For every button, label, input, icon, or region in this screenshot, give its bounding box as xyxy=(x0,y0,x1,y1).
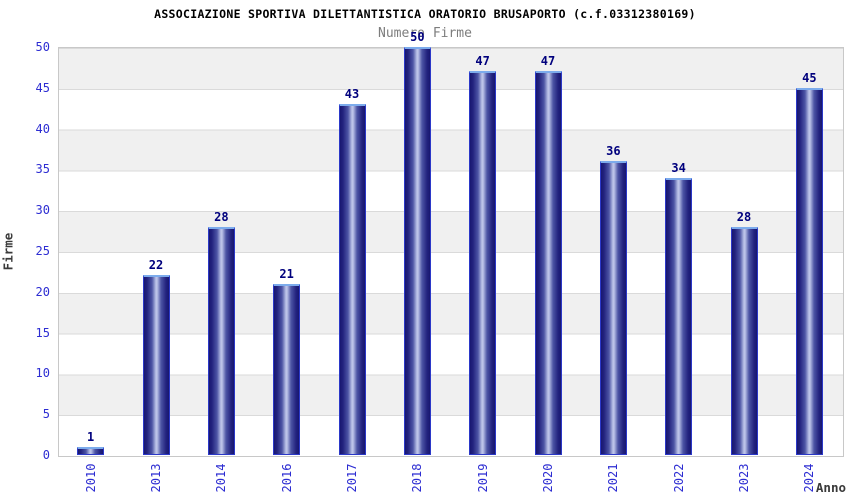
x-tick-label: 2016 xyxy=(279,463,294,493)
x-axis-label: Anno xyxy=(815,480,846,495)
bar xyxy=(795,87,823,455)
y-tick-label: 45 xyxy=(35,80,50,95)
x-tick-label: 2013 xyxy=(149,463,163,493)
bar xyxy=(273,283,301,455)
x-tick-label: 2017 xyxy=(345,463,359,493)
bar-value-label: 47 xyxy=(475,54,490,69)
x-tick-label: 2022 xyxy=(671,463,686,493)
x-tick-label: 2010 xyxy=(83,463,98,493)
y-tick-label: 35 xyxy=(35,162,50,177)
bar xyxy=(730,226,758,455)
chart-subtitle: Numero Firme xyxy=(378,26,472,41)
bar-value-label: 22 xyxy=(148,258,164,273)
y-tick-label: 20 xyxy=(35,284,50,299)
bar-value-label: 50 xyxy=(410,30,425,44)
y-tick-label: 40 xyxy=(35,121,50,136)
y-tick-label: 0 xyxy=(42,448,50,462)
bar-value-label: 28 xyxy=(214,209,229,224)
bar-value-label: 1 xyxy=(87,429,95,444)
bar-value-label: 47 xyxy=(540,54,556,69)
y-tick-label: 10 xyxy=(35,366,50,381)
y-tick-label: 30 xyxy=(35,203,50,218)
x-tick-label: 2019 xyxy=(475,463,490,493)
bar xyxy=(338,104,366,455)
x-tick-label: 2014 xyxy=(214,463,229,493)
x-tick-label: 2020 xyxy=(541,463,555,493)
bar-value-label: 43 xyxy=(344,87,360,102)
bar xyxy=(77,446,105,455)
bar-value-label: 21 xyxy=(279,266,294,281)
x-tick-label: 2024 xyxy=(802,463,817,493)
y-tick-label: 25 xyxy=(35,244,50,258)
bar-value-label: 36 xyxy=(606,144,621,159)
x-tick-label: 2021 xyxy=(606,463,621,493)
bar xyxy=(534,71,562,455)
chart-title: ASSOCIAZIONE SPORTIVA DILETTANTISTICA OR… xyxy=(154,7,696,21)
y-tick-label: 15 xyxy=(35,325,50,340)
x-tick-label: 2023 xyxy=(737,463,751,493)
bar xyxy=(665,177,693,455)
bar-value-label: 45 xyxy=(802,70,817,85)
y-tick-label: 50 xyxy=(35,40,50,54)
bar xyxy=(142,275,170,455)
plot-area xyxy=(58,47,844,457)
bar xyxy=(599,161,627,455)
bar xyxy=(207,226,235,455)
bar xyxy=(469,71,497,455)
bar-value-label: 28 xyxy=(736,209,752,224)
bar-value-label: 34 xyxy=(671,160,686,175)
bar xyxy=(403,47,431,455)
y-tick-label: 5 xyxy=(42,407,50,422)
x-tick-label: 2018 xyxy=(410,463,425,493)
